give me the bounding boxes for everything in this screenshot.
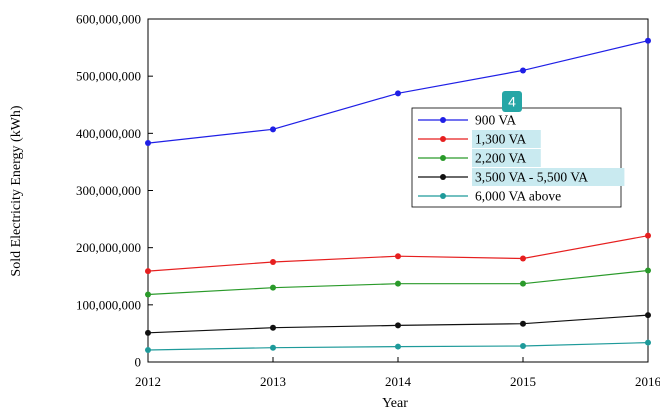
data-point	[270, 344, 276, 351]
legend-highlight	[472, 168, 625, 186]
legend-entry: 6,000 VA above	[418, 189, 561, 204]
y-tick-label: 300,000,000	[76, 183, 141, 198]
data-point	[645, 267, 651, 274]
x-tick-label: 2013	[260, 374, 286, 389]
data-point	[145, 346, 151, 353]
data-point	[520, 67, 526, 74]
legend-swatch-marker	[440, 117, 446, 123]
legend-entry: 1,300 VA	[418, 130, 541, 148]
series-2	[145, 232, 651, 275]
y-tick-label: 100,000,000	[76, 297, 141, 312]
data-point	[145, 329, 151, 336]
legend-highlight	[472, 130, 541, 148]
data-point	[645, 339, 651, 346]
data-point	[395, 343, 401, 350]
y-tick-label: 0	[135, 355, 142, 370]
data-point	[645, 37, 651, 44]
legend-label: 3,500 VA - 5,500 VA	[475, 170, 588, 185]
x-axis-title: Year	[382, 396, 408, 411]
y-tick-label: 500,000,000	[76, 69, 141, 84]
legend-label: 2,200 VA	[475, 151, 527, 166]
legend-label: 900 VA	[475, 113, 516, 128]
legend-swatch-marker	[440, 174, 446, 180]
data-point	[395, 322, 401, 329]
data-point	[395, 253, 401, 260]
data-point	[270, 258, 276, 265]
series-3	[145, 267, 651, 298]
y-tick-label: 200,000,000	[76, 240, 141, 255]
x-tick-label: 2012	[135, 374, 161, 389]
legend-swatch-marker	[440, 155, 446, 161]
data-point	[395, 90, 401, 97]
legend-swatch-marker	[440, 136, 446, 142]
data-point	[645, 312, 651, 319]
data-point	[520, 342, 526, 349]
legend-highlight	[472, 149, 541, 167]
legend-label: 1,300 VA	[475, 132, 527, 147]
x-tick-label: 2014	[385, 374, 412, 389]
data-point	[145, 268, 151, 275]
data-point	[520, 280, 526, 287]
legend-entry: 3,500 VA - 5,500 VA	[418, 168, 625, 186]
data-point	[270, 324, 276, 331]
legend-label: 6,000 VA above	[475, 189, 561, 204]
y-tick-label: 600,000,000	[76, 12, 141, 27]
data-point	[395, 280, 401, 287]
data-point	[520, 320, 526, 327]
legend-swatch-marker	[440, 193, 446, 199]
series-5	[145, 339, 651, 353]
data-point	[520, 255, 526, 262]
legend-entry: 900 VA	[418, 113, 516, 128]
data-point	[645, 232, 651, 239]
x-tick-label: 2016	[635, 374, 660, 389]
data-point	[145, 140, 151, 147]
y-tick-label: 400,000,000	[76, 126, 141, 141]
data-point	[145, 291, 151, 298]
legend-entry: 2,200 VA	[418, 149, 541, 167]
annotation-badge	[502, 91, 522, 112]
x-tick-label: 2015	[510, 374, 536, 389]
y-axis-title: Sold Electricity Energy (kWh)	[9, 105, 24, 277]
annotation-badge-label: 4	[508, 94, 516, 110]
data-point	[270, 284, 276, 291]
series-1	[145, 37, 651, 147]
data-point	[270, 126, 276, 133]
series-4	[145, 312, 651, 336]
